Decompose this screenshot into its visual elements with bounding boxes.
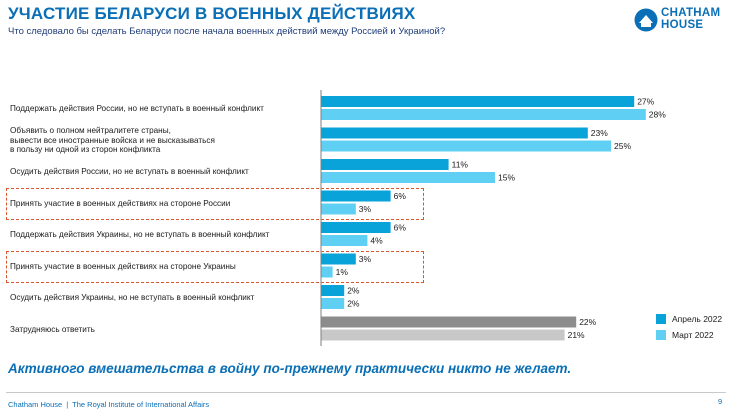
highlight-box	[6, 250, 424, 283]
category-label: Принять участие в военных действиях на с…	[10, 261, 236, 271]
bar-april	[321, 159, 449, 170]
legend-label: Март 2022	[672, 330, 714, 340]
bar-value-label: 1%	[336, 267, 349, 277]
bar-march	[321, 203, 356, 215]
bar-value-label: 21%	[568, 330, 585, 340]
bar-value-label: 2%	[347, 286, 360, 296]
bar-april	[321, 190, 391, 202]
legend-item: Март 2022	[656, 327, 722, 343]
category-label: Затрудняюсь ответить	[10, 324, 95, 334]
category-label: Осудить действия Украины, но не вступать…	[10, 293, 255, 303]
chatham-house-logo-icon	[634, 8, 658, 32]
highlight-box	[6, 187, 424, 220]
bar-march	[321, 298, 345, 309]
bar-april	[321, 285, 345, 296]
bar-value-label: 22%	[579, 317, 596, 327]
bar-march	[321, 140, 611, 152]
legend-swatch	[656, 330, 666, 340]
bar-april	[321, 127, 588, 139]
footer-institute: The Royal Institute of International Aff…	[72, 400, 210, 409]
bar-march	[321, 266, 333, 278]
bar-march	[321, 235, 368, 246]
bar-value-label: 2%	[347, 299, 360, 309]
footer-org: Chatham House	[8, 400, 63, 409]
bar-value-label: 6%	[394, 223, 407, 233]
footer-separator: |	[66, 400, 69, 409]
bar-value-label: 25%	[614, 141, 631, 151]
footer-divider	[6, 392, 726, 393]
bar-value-label: 15%	[498, 173, 515, 183]
bar-march	[321, 329, 565, 341]
category-label: Объявить о полном нейтралитете страны, в…	[10, 126, 215, 155]
bar-value-label: 27%	[637, 97, 654, 107]
legend-label: Апрель 2022	[672, 314, 723, 324]
page-title: УЧАСТИЕ БЕЛАРУСИ В ВОЕННЫХ ДЕЙСТВИЯХ	[8, 4, 416, 23]
logo-text-line2: HOUSE	[661, 19, 704, 31]
logo-text-line1: CHATHAM	[661, 7, 721, 19]
bar-value-label: 4%	[370, 236, 383, 246]
category-label: Поддержать действия Украины, но не вступ…	[10, 230, 270, 240]
bar-value-label: 28%	[649, 110, 666, 120]
bar-april	[321, 222, 391, 233]
bar-value-label: 3%	[359, 204, 372, 214]
bar-value-label: 11%	[452, 160, 469, 170]
legend-swatch	[656, 314, 666, 324]
bar-value-label: 23%	[591, 128, 608, 138]
chart-legend: Апрель 2022 Март 2022	[656, 311, 722, 343]
category-label: Принять участие в военных действиях на с…	[10, 198, 231, 208]
category-label: Поддержать действия России, но не вступа…	[10, 104, 264, 114]
bar-value-label: 3%	[359, 254, 372, 264]
page-number: 9	[718, 397, 723, 406]
chatham-house-logo: CHATHAM HOUSE	[634, 5, 726, 35]
bar-april	[321, 253, 356, 265]
bar-value-label: 6%	[394, 191, 407, 201]
footer: Chatham House | The Royal Institute of Int…	[8, 400, 209, 409]
page-subtitle: Что следовало бы сделать Беларуси после …	[8, 26, 446, 37]
bar-april	[321, 316, 577, 328]
legend-item: Апрель 2022	[656, 311, 722, 327]
bar-march	[321, 109, 646, 120]
bar-march	[321, 172, 495, 183]
takeaway-text: Активного вмешательства в войну по-прежн…	[8, 361, 572, 376]
bar-april	[321, 96, 635, 107]
category-label: Осудить действия России, но не вступать …	[10, 167, 249, 177]
